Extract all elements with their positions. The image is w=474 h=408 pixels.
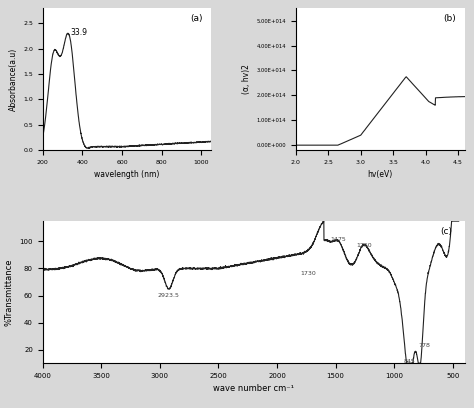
Y-axis label: Absorbance(a.u): Absorbance(a.u): [9, 47, 18, 111]
Text: (a): (a): [191, 14, 203, 23]
Text: (b): (b): [443, 14, 456, 23]
X-axis label: wavelength (nm): wavelength (nm): [94, 171, 160, 180]
X-axis label: wave number cm⁻¹: wave number cm⁻¹: [213, 384, 294, 393]
Y-axis label: %Transmittance: %Transmittance: [5, 258, 14, 326]
Text: 33.9: 33.9: [70, 27, 87, 37]
Text: 2923.5: 2923.5: [158, 293, 180, 298]
Text: 1475: 1475: [331, 237, 346, 242]
Text: 845: 845: [403, 359, 415, 364]
Text: (c): (c): [440, 227, 452, 236]
Text: 1260: 1260: [356, 243, 372, 248]
X-axis label: hv(eV): hv(eV): [367, 171, 393, 180]
Text: 1730: 1730: [301, 271, 317, 276]
Y-axis label: (α, hv)2: (α, hv)2: [242, 64, 251, 94]
Text: 778: 778: [419, 343, 430, 348]
